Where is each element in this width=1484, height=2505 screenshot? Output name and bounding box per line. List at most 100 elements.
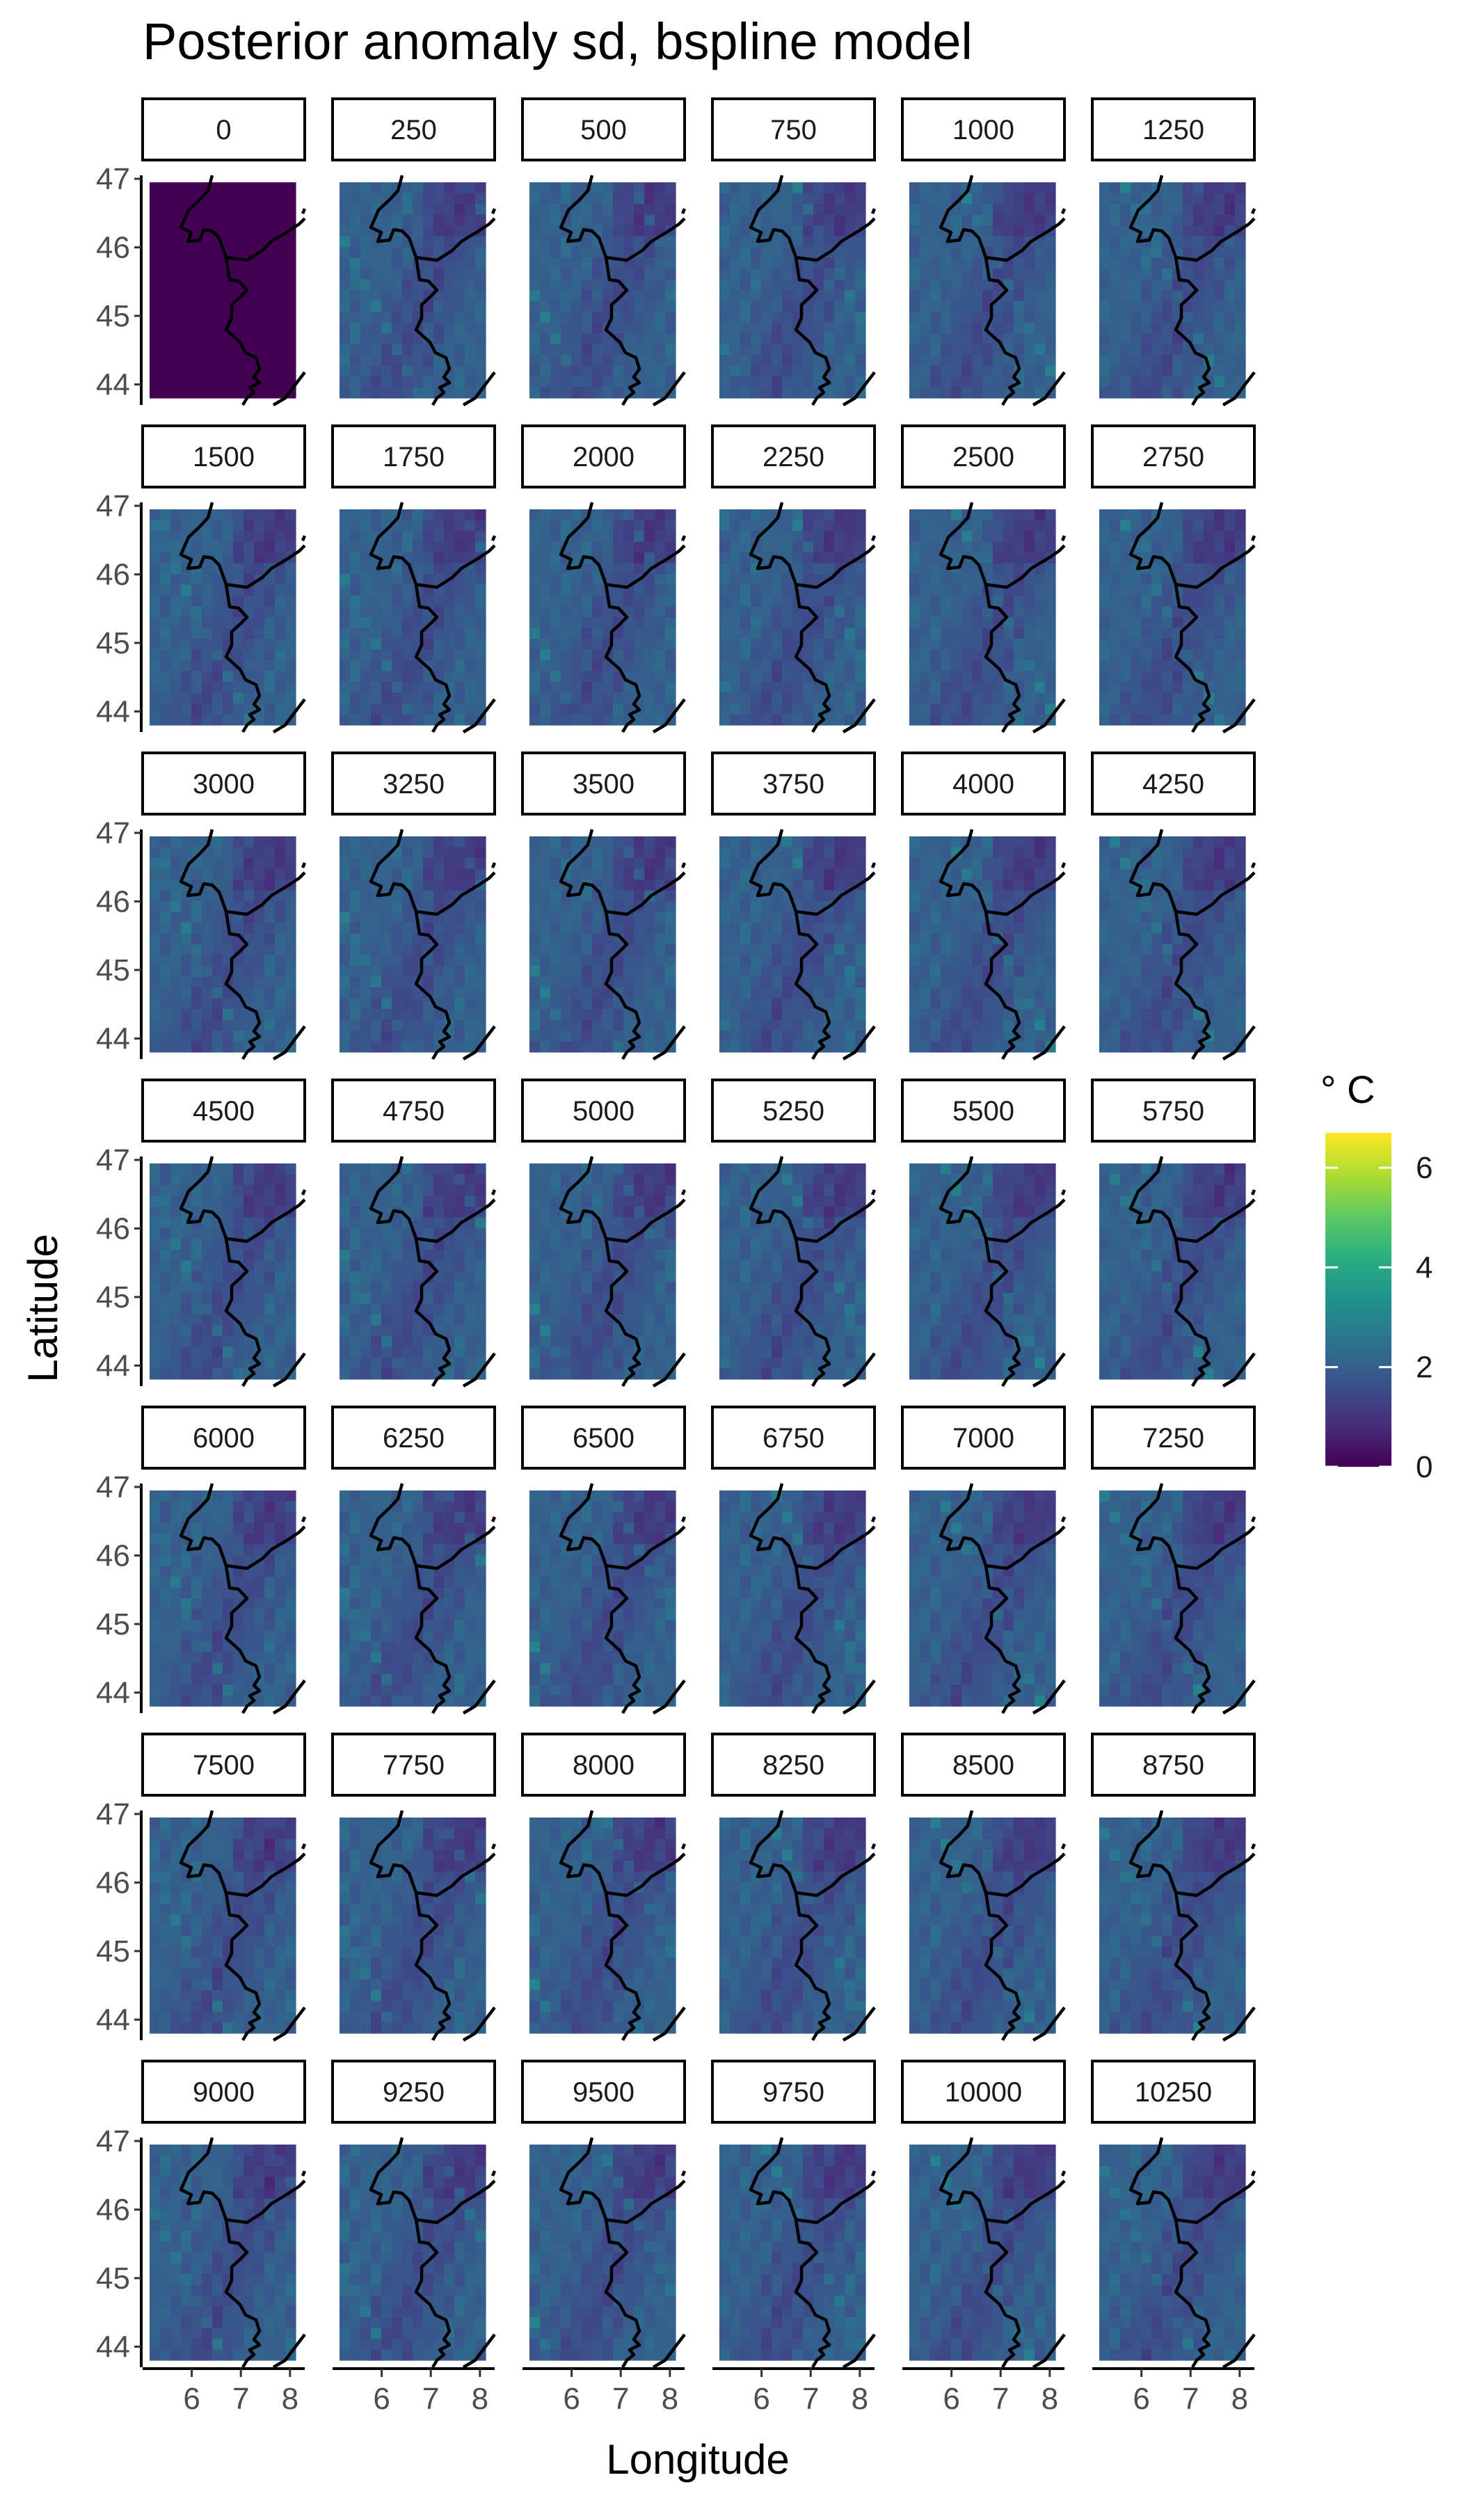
heatmap-tile xyxy=(202,606,213,618)
heatmap-tile xyxy=(941,703,952,715)
heatmap-tile xyxy=(223,279,234,291)
heatmap-tile xyxy=(1224,596,1236,607)
heatmap-tile xyxy=(360,912,372,923)
heatmap-tile xyxy=(772,692,783,704)
heatmap-tile xyxy=(1014,333,1025,345)
heatmap-tile xyxy=(655,596,666,607)
heatmap-tile xyxy=(360,714,372,726)
heatmap-tile xyxy=(834,703,845,715)
heatmap-tile xyxy=(993,182,1004,194)
heatmap-tile xyxy=(465,836,476,848)
heatmap-tile xyxy=(402,269,413,280)
heatmap-tile xyxy=(644,955,655,967)
heatmap-tile xyxy=(962,1041,973,1053)
heatmap-tile xyxy=(1099,923,1110,935)
heatmap-tile xyxy=(993,596,1004,607)
heatmap-tile xyxy=(951,714,962,726)
heatmap-tile xyxy=(413,290,424,302)
heatmap-tile xyxy=(930,236,941,248)
heatmap-tile xyxy=(275,692,286,704)
heatmap-tile xyxy=(1204,858,1215,870)
heatmap-tile xyxy=(264,344,276,356)
heatmap-tile xyxy=(592,1009,603,1021)
heatmap-tile xyxy=(845,912,856,923)
heatmap-tile xyxy=(655,966,666,978)
heatmap-tile xyxy=(360,574,372,586)
heatmap-tile xyxy=(792,617,804,629)
heatmap-tile xyxy=(792,214,804,226)
heatmap-tile xyxy=(665,312,676,324)
heatmap-tile xyxy=(930,225,941,237)
heatmap-tile xyxy=(941,279,952,291)
heatmap-tile xyxy=(423,890,434,902)
heatmap-tile xyxy=(233,976,244,988)
heatmap-tile xyxy=(930,322,941,334)
heatmap-tile xyxy=(561,1041,572,1053)
heatmap-tile xyxy=(413,204,424,216)
heatmap-tile xyxy=(1003,987,1014,999)
heatmap-tile xyxy=(1224,301,1236,312)
heatmap-tile xyxy=(465,976,476,988)
heatmap-tile xyxy=(845,387,856,399)
heatmap-tile xyxy=(1003,596,1014,607)
heatmap-tile xyxy=(665,944,676,956)
heatmap-tile xyxy=(202,649,213,661)
heatmap-tile xyxy=(381,333,392,345)
heatmap-tile xyxy=(655,692,666,704)
heatmap-tile xyxy=(761,933,772,945)
heatmap-tile xyxy=(402,987,413,999)
heatmap-tile xyxy=(834,606,845,618)
heatmap-tile xyxy=(413,552,424,564)
heatmap-tile xyxy=(982,692,994,704)
heatmap-tile xyxy=(170,269,182,280)
facet-panel: 2750 xyxy=(1091,424,1256,733)
heatmap-tile xyxy=(1131,365,1142,377)
heatmap-tile xyxy=(529,247,541,259)
heatmap-tile xyxy=(529,269,541,280)
heatmap-tile xyxy=(951,279,962,291)
heatmap-tile xyxy=(571,836,582,848)
heatmap-tile xyxy=(813,703,824,715)
heatmap-tile xyxy=(751,365,762,377)
heatmap-tile xyxy=(275,290,286,302)
heatmap-tile xyxy=(962,606,973,618)
heatmap-tile xyxy=(571,1009,582,1021)
heatmap-tile xyxy=(1224,290,1236,302)
heatmap-tile xyxy=(1035,520,1046,532)
heatmap-tile xyxy=(1204,214,1215,226)
heatmap-tile xyxy=(170,976,182,988)
heatmap-tile xyxy=(951,355,962,367)
heatmap-tile xyxy=(740,1009,751,1021)
heatmap-tile xyxy=(181,574,192,586)
heatmap-tile xyxy=(1224,628,1236,639)
heatmap-tile xyxy=(475,639,486,651)
heatmap-tile xyxy=(465,1009,476,1021)
heatmap-tile xyxy=(730,868,741,880)
heatmap-tile xyxy=(529,628,541,639)
heatmap-tile xyxy=(160,923,171,935)
heatmap-tile xyxy=(1014,660,1025,672)
heatmap-tile xyxy=(413,563,424,575)
heatmap-tile xyxy=(644,531,655,543)
heatmap-tile xyxy=(170,966,182,978)
heatmap-tile xyxy=(592,214,603,226)
heatmap-tile xyxy=(1172,193,1183,205)
heatmap-tile xyxy=(613,890,624,902)
heatmap-tile xyxy=(244,858,255,870)
heatmap-tile xyxy=(454,204,465,216)
heatmap-tile xyxy=(962,703,973,715)
heatmap-tile xyxy=(1024,1009,1035,1021)
heatmap-tile xyxy=(170,387,182,399)
heatmap-tile xyxy=(1131,520,1142,532)
heatmap-tile xyxy=(371,847,382,859)
heatmap-tile xyxy=(1224,312,1236,324)
heatmap-tile xyxy=(909,257,920,269)
heatmap-tile xyxy=(1099,257,1110,269)
heatmap-tile xyxy=(170,987,182,999)
heatmap-tile xyxy=(1120,714,1131,726)
heatmap-tile xyxy=(930,955,941,967)
heatmap-tile xyxy=(1193,301,1204,312)
heatmap-tile xyxy=(360,584,372,596)
heatmap-tile xyxy=(982,858,994,870)
heatmap-tile xyxy=(930,269,941,280)
